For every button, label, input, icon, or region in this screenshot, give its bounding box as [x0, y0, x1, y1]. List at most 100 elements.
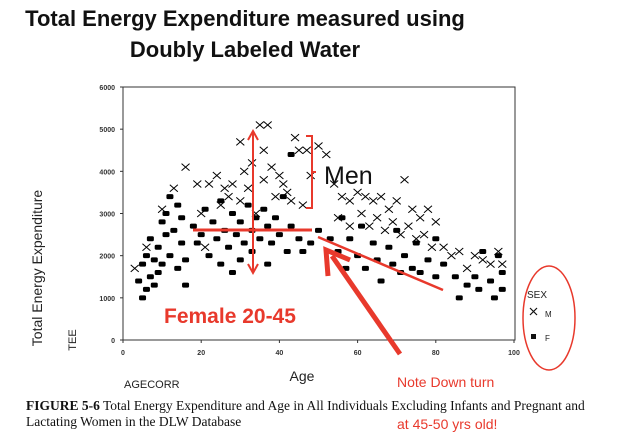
point-m: [321, 150, 331, 159]
point-m: [411, 234, 421, 243]
point-f: [240, 240, 248, 246]
y-tick-label: 0: [111, 338, 115, 345]
point-f: [471, 274, 479, 280]
decline-line: [317, 235, 444, 292]
slide-title-line-2: Doubly Labeled Water: [129, 37, 361, 62]
point-m: [267, 163, 276, 171]
point-f: [416, 270, 424, 276]
x-tick-label: 80: [432, 350, 440, 357]
point-f: [174, 202, 182, 208]
point-f: [385, 244, 393, 250]
point-f: [178, 240, 186, 246]
point-f: [135, 278, 143, 284]
point-f: [487, 278, 495, 284]
point-f: [271, 215, 279, 221]
point-m: [345, 222, 355, 231]
point-f: [498, 286, 506, 292]
point-m: [494, 247, 503, 256]
point-m: [290, 133, 300, 142]
point-m: [361, 192, 370, 201]
point-f: [201, 206, 209, 212]
point-f: [166, 194, 174, 200]
point-m: [130, 264, 140, 273]
legend-label-m: M: [545, 310, 552, 319]
point-f: [498, 270, 506, 276]
y-axis-variable: TEE: [67, 329, 79, 350]
point-f: [139, 295, 147, 301]
point-f: [260, 206, 268, 212]
point-f: [228, 211, 236, 216]
point-f: [494, 253, 502, 259]
point-m: [357, 209, 366, 218]
point-m: [278, 180, 288, 188]
point-m: [368, 196, 378, 205]
point-m: [478, 256, 488, 264]
point-m: [228, 180, 237, 188]
point-f: [146, 274, 154, 280]
point-f: [377, 278, 385, 284]
figure-caption-line-2: Lactating Women in the DLW Database: [26, 414, 242, 429]
point-f: [142, 286, 150, 292]
point-f: [209, 219, 217, 225]
point-m: [396, 230, 405, 239]
point-f: [412, 240, 420, 246]
point-f: [299, 248, 307, 254]
point-m: [275, 171, 284, 180]
point-m: [239, 167, 249, 176]
point-f: [162, 211, 170, 216]
point-m: [282, 188, 292, 197]
point-m: [439, 243, 448, 252]
point-f: [287, 223, 295, 229]
point-m: [294, 146, 304, 155]
point-f: [217, 261, 225, 267]
point-m: [255, 121, 265, 129]
point-f: [326, 236, 334, 242]
point-f: [142, 253, 150, 259]
point-m: [345, 196, 355, 205]
legend-marker-x: [529, 307, 538, 316]
legend-circle: [522, 265, 576, 371]
point-f: [150, 282, 158, 288]
point-m: [286, 196, 296, 205]
point-f: [264, 223, 272, 229]
point-f: [279, 194, 287, 200]
y-tick-label: 1000: [99, 296, 115, 303]
plot-frame: [122, 86, 516, 341]
point-f: [139, 261, 147, 267]
y-tick-label: 6000: [99, 85, 115, 92]
big-arrow-head: [323, 246, 351, 277]
point-m: [470, 251, 480, 260]
point-f: [295, 236, 303, 242]
point-m: [462, 264, 472, 273]
x-axis-variable: AGECORR: [124, 379, 180, 391]
big-arrow-shaft: [329, 254, 403, 356]
point-f: [451, 274, 459, 280]
point-f: [408, 265, 416, 271]
point-m: [306, 171, 316, 180]
point-f: [166, 253, 174, 259]
point-f: [424, 257, 432, 263]
point-m: [384, 205, 394, 214]
point-m: [142, 243, 151, 252]
point-m: [388, 218, 398, 226]
point-f: [162, 232, 170, 238]
caption-text: Total Energy Expenditure and Age in All …: [99, 398, 585, 413]
point-m: [224, 192, 233, 201]
point-f: [205, 253, 213, 259]
point-m: [204, 180, 214, 188]
point-f: [217, 198, 225, 204]
point-f: [154, 244, 162, 250]
point-f: [275, 232, 283, 238]
point-m: [259, 175, 269, 184]
point-f: [358, 223, 366, 229]
point-f: [213, 236, 221, 242]
point-f: [174, 265, 182, 271]
point-m: [216, 201, 226, 209]
point-f: [361, 265, 369, 271]
point-m: [220, 184, 229, 193]
y-axis-label: Total Energy Expenditure: [29, 190, 45, 347]
arrow-head-down: [247, 263, 259, 276]
point-f: [256, 236, 264, 242]
